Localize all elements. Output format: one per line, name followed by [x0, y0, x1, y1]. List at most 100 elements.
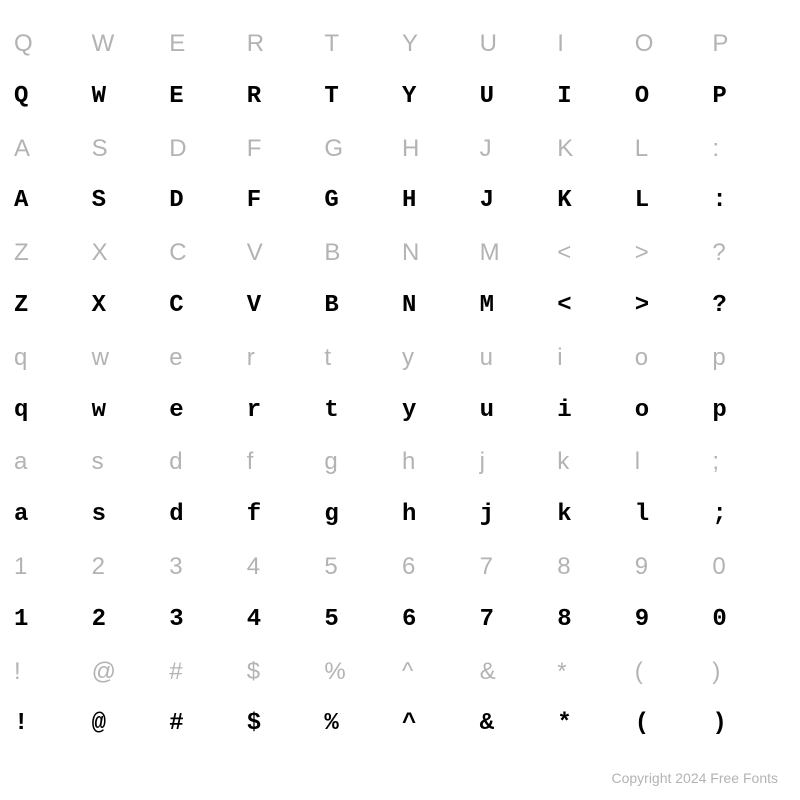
sample-glyph: k [555, 489, 633, 541]
sample-glyph: # [167, 698, 245, 750]
reference-glyph: ; [710, 436, 788, 488]
sample-glyph: w [90, 384, 168, 436]
sample-glyph: 5 [322, 593, 400, 645]
reference-glyph: h [400, 436, 478, 488]
reference-glyph: V [245, 227, 323, 279]
sample-glyph: D [167, 175, 245, 227]
reference-glyph: P [710, 18, 788, 70]
sample-glyph: a [12, 489, 90, 541]
reference-glyph: > [633, 227, 711, 279]
character-map-grid: QWERTYUIOPQWERTYUIOPASDFGHJKL:ASDFGHJKL:… [0, 0, 800, 800]
sample-glyph: F [245, 175, 323, 227]
sample-glyph: > [633, 279, 711, 331]
reference-glyph: < [555, 227, 633, 279]
sample-glyph: 8 [555, 593, 633, 645]
sample-glyph: V [245, 279, 323, 331]
sample-glyph: i [555, 384, 633, 436]
reference-glyph: & [478, 645, 556, 697]
reference-glyph: @ [90, 645, 168, 697]
reference-glyph: S [90, 123, 168, 175]
sample-glyph: S [90, 175, 168, 227]
reference-glyph: 9 [633, 541, 711, 593]
sample-glyph: ^ [400, 698, 478, 750]
reference-glyph: G [322, 123, 400, 175]
reference-glyph: X [90, 227, 168, 279]
sample-glyph: e [167, 384, 245, 436]
sample-glyph: C [167, 279, 245, 331]
reference-glyph: O [633, 18, 711, 70]
sample-glyph: t [322, 384, 400, 436]
reference-glyph: 7 [478, 541, 556, 593]
reference-glyph: R [245, 18, 323, 70]
reference-glyph: t [322, 332, 400, 384]
reference-glyph: $ [245, 645, 323, 697]
sample-glyph: Y [400, 70, 478, 122]
reference-glyph: i [555, 332, 633, 384]
sample-glyph: < [555, 279, 633, 331]
reference-glyph: d [167, 436, 245, 488]
reference-glyph: Y [400, 18, 478, 70]
reference-glyph: e [167, 332, 245, 384]
reference-glyph: 2 [90, 541, 168, 593]
reference-glyph: ( [633, 645, 711, 697]
sample-glyph: * [555, 698, 633, 750]
sample-glyph: r [245, 384, 323, 436]
reference-glyph: 4 [245, 541, 323, 593]
reference-glyph: A [12, 123, 90, 175]
sample-glyph: ) [710, 698, 788, 750]
sample-glyph: Q [12, 70, 90, 122]
reference-glyph: * [555, 645, 633, 697]
sample-glyph: U [478, 70, 556, 122]
sample-glyph: : [710, 175, 788, 227]
sample-glyph: B [322, 279, 400, 331]
sample-glyph: J [478, 175, 556, 227]
reference-glyph: 6 [400, 541, 478, 593]
reference-glyph: % [322, 645, 400, 697]
reference-glyph: 1 [12, 541, 90, 593]
sample-glyph: G [322, 175, 400, 227]
sample-glyph: f [245, 489, 323, 541]
sample-glyph: 3 [167, 593, 245, 645]
sample-glyph: ( [633, 698, 711, 750]
sample-glyph: P [710, 70, 788, 122]
sample-glyph: K [555, 175, 633, 227]
reference-glyph: T [322, 18, 400, 70]
reference-glyph: B [322, 227, 400, 279]
reference-glyph: o [633, 332, 711, 384]
sample-glyph: 0 [710, 593, 788, 645]
sample-glyph: O [633, 70, 711, 122]
reference-glyph: w [90, 332, 168, 384]
sample-glyph: u [478, 384, 556, 436]
reference-glyph: U [478, 18, 556, 70]
reference-glyph: J [478, 123, 556, 175]
sample-glyph: o [633, 384, 711, 436]
reference-glyph: K [555, 123, 633, 175]
reference-glyph: a [12, 436, 90, 488]
sample-glyph: y [400, 384, 478, 436]
sample-glyph: E [167, 70, 245, 122]
reference-glyph: I [555, 18, 633, 70]
sample-glyph: p [710, 384, 788, 436]
reference-glyph: ? [710, 227, 788, 279]
copyright-footer: Copyright 2024 Free Fonts [611, 770, 778, 786]
sample-glyph: H [400, 175, 478, 227]
sample-glyph: X [90, 279, 168, 331]
sample-glyph: $ [245, 698, 323, 750]
reference-glyph: p [710, 332, 788, 384]
sample-glyph: ; [710, 489, 788, 541]
reference-glyph: 8 [555, 541, 633, 593]
reference-glyph: H [400, 123, 478, 175]
sample-glyph: A [12, 175, 90, 227]
sample-glyph: L [633, 175, 711, 227]
reference-glyph: s [90, 436, 168, 488]
sample-glyph: N [400, 279, 478, 331]
sample-glyph: T [322, 70, 400, 122]
reference-glyph: M [478, 227, 556, 279]
sample-glyph: 2 [90, 593, 168, 645]
reference-glyph: u [478, 332, 556, 384]
reference-glyph: ! [12, 645, 90, 697]
sample-glyph: ! [12, 698, 90, 750]
sample-glyph: 6 [400, 593, 478, 645]
sample-glyph: I [555, 70, 633, 122]
sample-glyph: 7 [478, 593, 556, 645]
